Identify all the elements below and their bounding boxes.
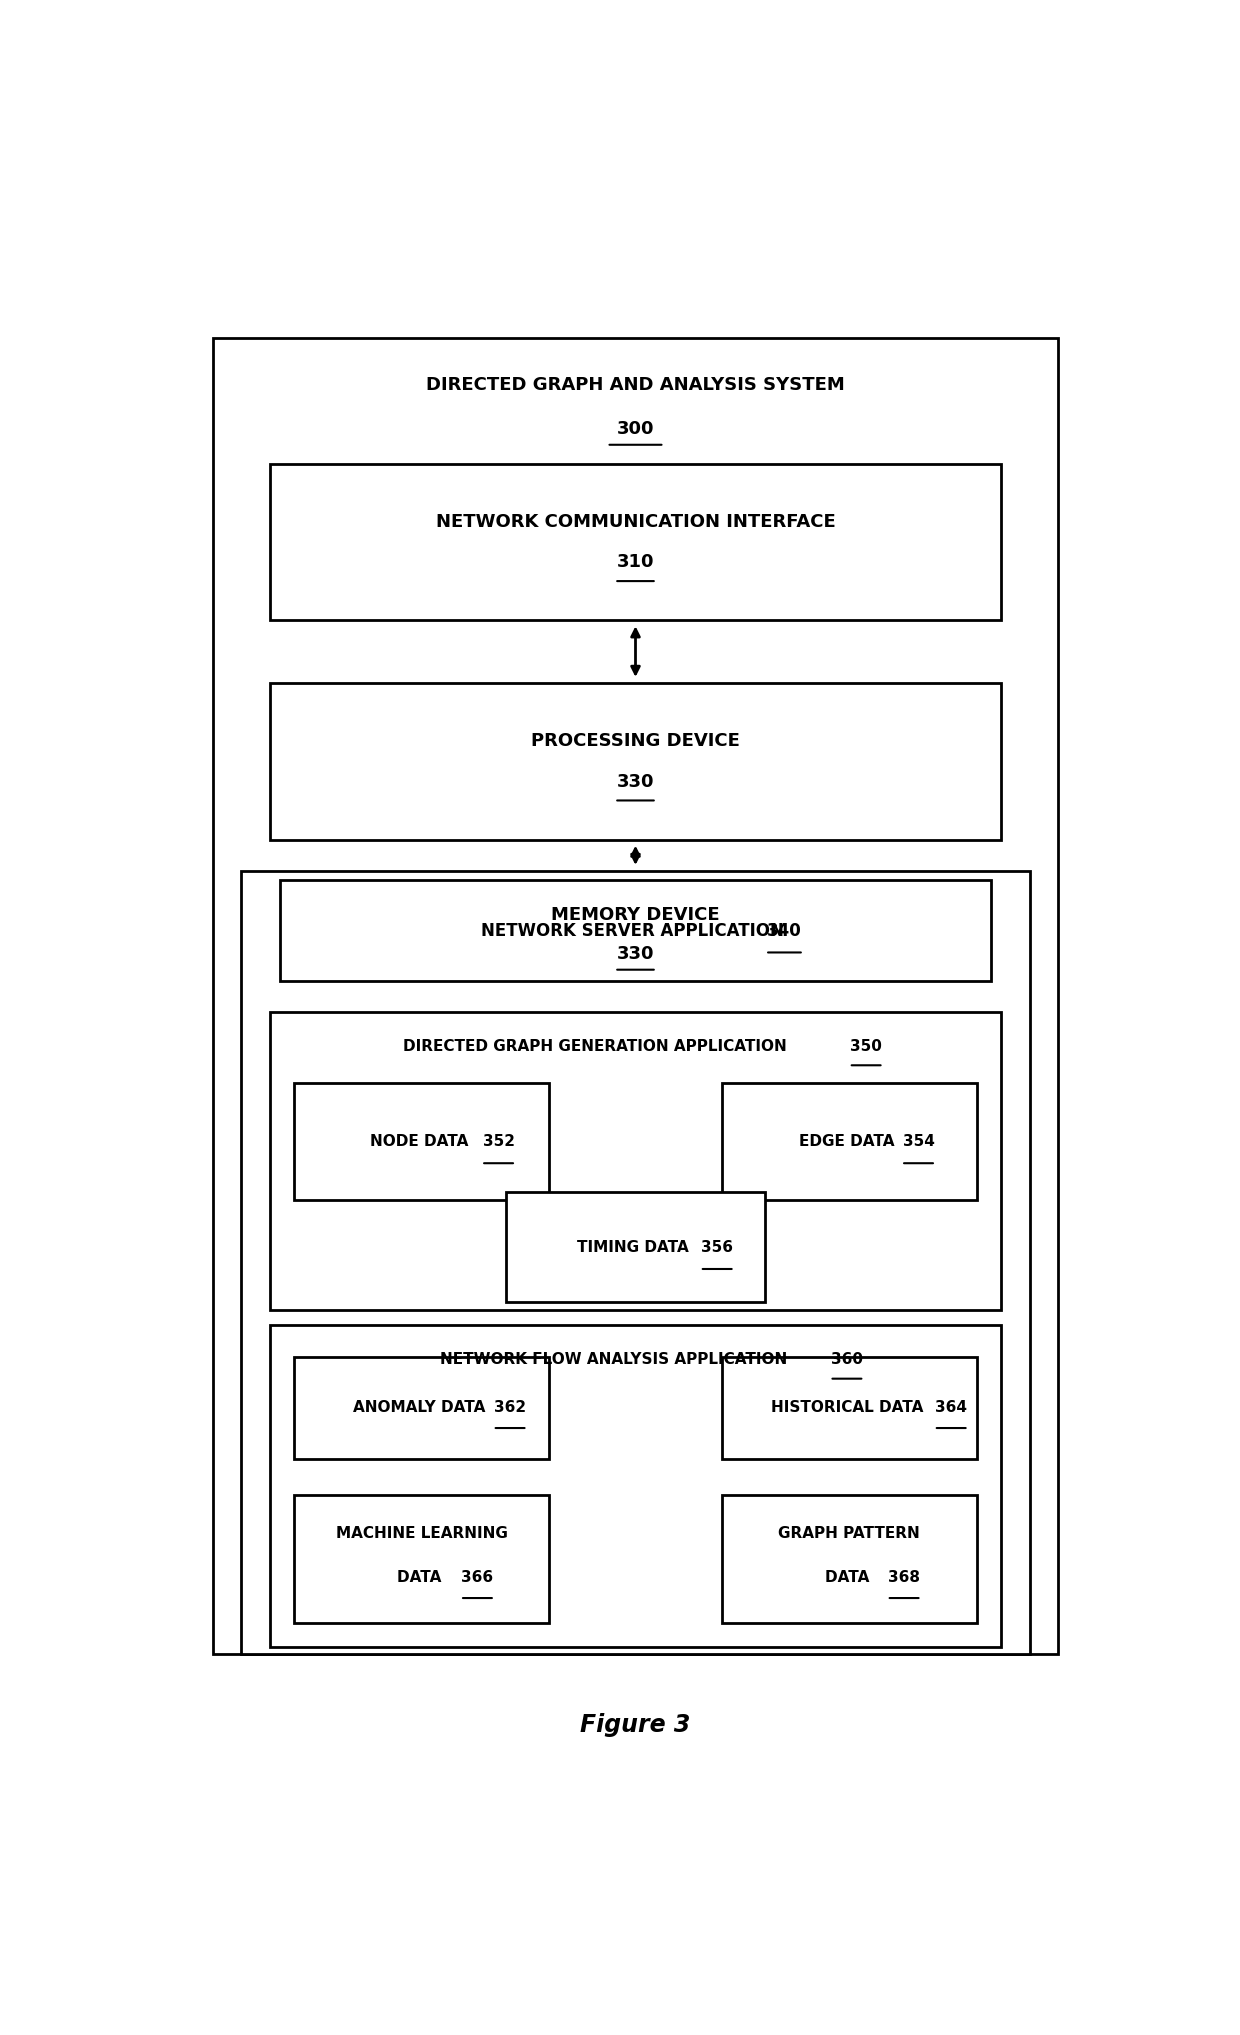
Text: HISTORICAL DATA: HISTORICAL DATA <box>770 1400 928 1414</box>
Text: DIRECTED GRAPH GENERATION APPLICATION: DIRECTED GRAPH GENERATION APPLICATION <box>403 1040 791 1054</box>
Bar <box>270 1325 1001 1646</box>
Text: EDGE DATA: EDGE DATA <box>799 1133 900 1150</box>
Bar <box>270 1011 1001 1311</box>
Bar <box>506 1193 765 1302</box>
Text: ANOMALY DATA: ANOMALY DATA <box>353 1400 491 1414</box>
Text: MACHINE LEARNING: MACHINE LEARNING <box>336 1526 507 1540</box>
Text: 300: 300 <box>616 419 655 438</box>
Bar <box>722 1357 977 1459</box>
Text: PROCESSING DEVICE: PROCESSING DEVICE <box>531 733 740 751</box>
Text: 356: 356 <box>701 1239 733 1254</box>
Bar <box>722 1083 977 1201</box>
Text: 354: 354 <box>903 1133 935 1150</box>
Text: DATA: DATA <box>825 1571 874 1585</box>
Text: 364: 364 <box>935 1400 967 1414</box>
Bar <box>270 464 1001 621</box>
Text: TIMING DATA: TIMING DATA <box>577 1239 694 1254</box>
Text: 360: 360 <box>831 1353 863 1368</box>
Text: 330: 330 <box>616 944 655 963</box>
Text: 310: 310 <box>616 554 655 572</box>
Bar <box>213 338 1058 1654</box>
Text: 362: 362 <box>494 1400 526 1414</box>
Text: Figure 3: Figure 3 <box>580 1713 691 1738</box>
Text: NETWORK FLOW ANALYSIS APPLICATION: NETWORK FLOW ANALYSIS APPLICATION <box>440 1353 792 1368</box>
Text: NODE DATA: NODE DATA <box>370 1133 474 1150</box>
Bar <box>294 1083 549 1201</box>
Bar <box>294 1494 549 1624</box>
Text: 352: 352 <box>482 1133 515 1150</box>
Bar <box>294 1357 549 1459</box>
Text: GRAPH PATTERN: GRAPH PATTERN <box>779 1526 920 1540</box>
Text: 330: 330 <box>616 773 655 792</box>
Text: NETWORK SERVER APPLICATION: NETWORK SERVER APPLICATION <box>481 922 790 940</box>
Text: 340: 340 <box>768 922 802 940</box>
Bar <box>242 871 1029 1654</box>
Text: MEMORY DEVICE: MEMORY DEVICE <box>552 906 719 924</box>
Text: 368: 368 <box>888 1571 920 1585</box>
Bar <box>722 1494 977 1624</box>
Text: 350: 350 <box>851 1040 882 1054</box>
Bar <box>270 684 1001 840</box>
Text: NETWORK COMMUNICATION INTERFACE: NETWORK COMMUNICATION INTERFACE <box>435 513 836 531</box>
Text: DIRECTED GRAPH AND ANALYSIS SYSTEM: DIRECTED GRAPH AND ANALYSIS SYSTEM <box>427 376 844 395</box>
Bar <box>280 881 991 981</box>
Text: 366: 366 <box>461 1571 494 1585</box>
Text: DATA: DATA <box>397 1571 446 1585</box>
